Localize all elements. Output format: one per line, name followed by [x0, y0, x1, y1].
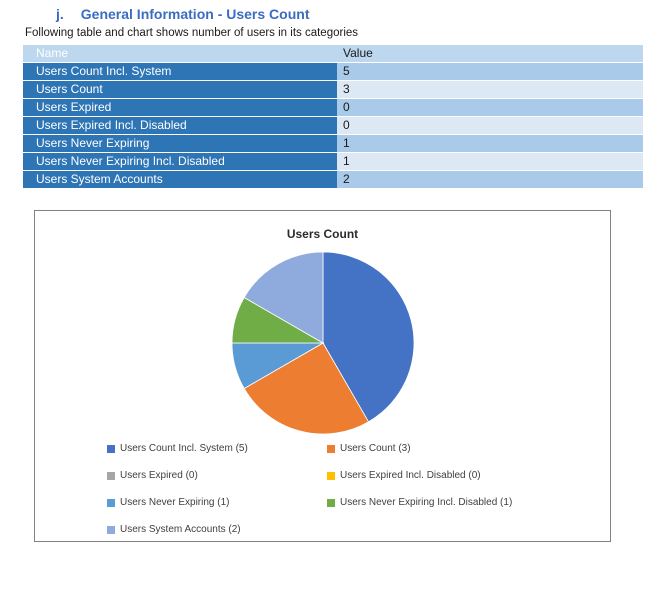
chart-title: Users Count	[286, 227, 359, 241]
pie-slice-users-count-incl-system	[322, 251, 415, 423]
legend-swatch-icon	[107, 471, 115, 480]
row-value-cell: 0	[337, 99, 643, 116]
legend-item: Users Never Expiring (1)	[107, 497, 327, 508]
intro-text: Following table and chart shows number o…	[25, 27, 359, 39]
legend-label: Users Never Expiring (1)	[120, 497, 230, 508]
table-row: Users Count Incl. System 5	[23, 63, 643, 80]
table-row: Users Expired Incl. Disabled 0	[23, 117, 643, 134]
legend-label: Users Expired Incl. Disabled (0)	[340, 470, 481, 481]
pie-chart	[231, 251, 415, 435]
legend-label: Users System Accounts (2)	[120, 524, 241, 535]
row-value-cell: 0	[337, 117, 643, 134]
row-name-cell: Users Never Expiring Incl. Disabled	[23, 153, 337, 170]
row-name-cell: Users Expired	[23, 99, 337, 116]
legend-item: Users Never Expiring Incl. Disabled (1)	[327, 497, 512, 508]
table-row: Users System Accounts 2	[23, 171, 643, 188]
section-heading-number: j.	[56, 6, 64, 22]
row-value-cell: 2	[337, 171, 643, 188]
table-row: Users Count 3	[23, 81, 643, 98]
row-name-cell: Users Count	[23, 81, 337, 98]
row-value-cell: 1	[337, 153, 643, 170]
row-name-cell: Users System Accounts	[23, 171, 337, 188]
row-value-cell: 3	[337, 81, 643, 98]
users-count-table: Name Value Users Count Incl. System 5 User…	[23, 44, 643, 189]
table-header-row: Name Value	[23, 45, 643, 62]
chart-frame: Users Count Users Count Incl. System (5)…	[34, 210, 611, 542]
legend-swatch-icon	[107, 444, 115, 453]
legend-label: Users Never Expiring Incl. Disabled (1)	[340, 497, 513, 508]
chart-legend: Users Count Incl. System (5) Users Count …	[107, 435, 512, 543]
legend-swatch-icon	[327, 471, 335, 480]
legend-swatch-icon	[107, 498, 115, 507]
legend-item: Users System Accounts (2)	[107, 524, 327, 535]
section-heading-title: General Information - Users Count	[80, 6, 310, 22]
row-name-cell: Users Count Incl. System	[23, 63, 337, 80]
pie-slice-users-system-accounts	[243, 251, 324, 344]
legend-item: Users Count Incl. System (5)	[107, 443, 327, 454]
row-name-cell: Users Expired Incl. Disabled	[23, 117, 337, 134]
table-row: Users Never Expiring Incl. Disabled 1	[23, 153, 643, 170]
legend-label: Users Count Incl. System (5)	[120, 443, 248, 454]
row-value-cell: 5	[337, 63, 643, 80]
legend-swatch-icon	[327, 444, 335, 453]
legend-swatch-icon	[327, 498, 335, 507]
pie-slice-users-count	[243, 342, 370, 435]
row-name-cell: Users Never Expiring	[23, 135, 337, 152]
legend-item: Users Count (3)	[327, 443, 512, 454]
row-value-cell: 1	[337, 135, 643, 152]
legend-item: Users Expired Incl. Disabled (0)	[327, 470, 512, 481]
table-row: Users Never Expiring 1	[23, 135, 643, 152]
column-header-name: Name	[23, 45, 337, 62]
legend-label: Users Expired (0)	[120, 470, 198, 481]
section-heading: j. General Information - Users Count	[56, 5, 309, 23]
legend-swatch-icon	[107, 525, 115, 534]
column-header-value: Value	[337, 45, 643, 62]
legend-item: Users Expired (0)	[107, 470, 327, 481]
table-row: Users Expired 0	[23, 99, 643, 116]
legend-label: Users Count (3)	[340, 443, 411, 454]
